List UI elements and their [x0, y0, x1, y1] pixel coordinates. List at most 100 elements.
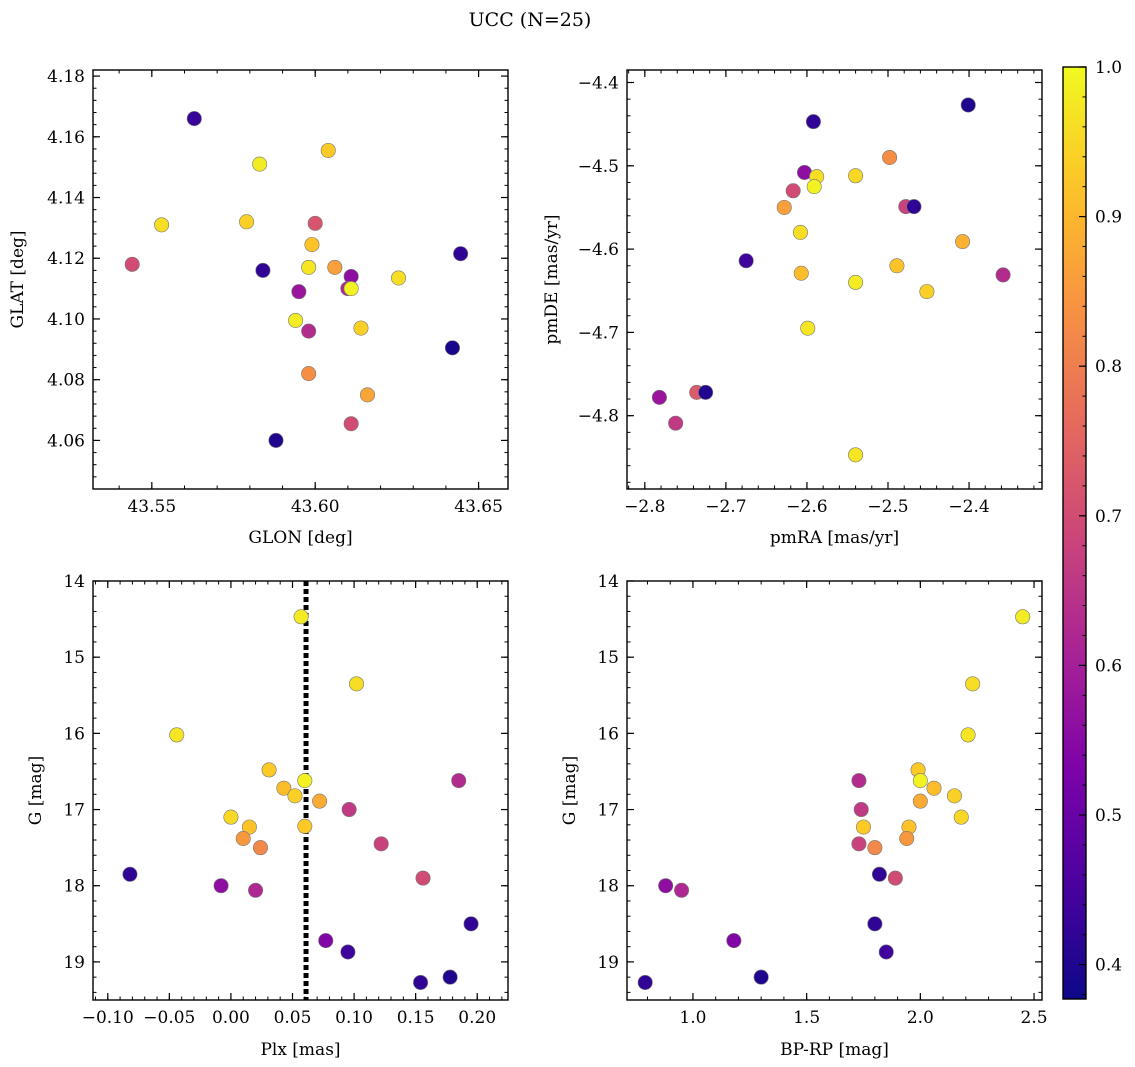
x-tick-label: 43.55: [127, 497, 176, 517]
panel-glon-glat: 43.55 43.60 43.65 4.06 4.08 4.10 4.12 4.14 4.16 4…: [8, 67, 509, 548]
data-point: [327, 259, 343, 275]
x-tick-label: 43.60: [291, 497, 340, 517]
y-axis-label: G [mag]: [26, 756, 46, 825]
x-axis-label: BP-RP [mag]: [780, 1040, 889, 1060]
data-point: [882, 149, 898, 165]
data-point: [800, 320, 816, 336]
data-point: [965, 676, 981, 692]
data-point: [463, 916, 479, 932]
x-tick-label: 2.0: [907, 1008, 934, 1028]
x-tick-label: 2.5: [1021, 1008, 1048, 1028]
y-tick-label: −4.6: [578, 240, 619, 260]
colorbar-tick-label: 0.6: [1095, 656, 1122, 676]
panel-plx-g: −0.10 −0.05 0.00 0.05 0.10 0.15 0.20 14 15 16 17 18…: [26, 572, 509, 1060]
y-tick-label: 4.14: [47, 189, 85, 209]
colorbar-ticks: 0.4 0.5 0.6 0.7 0.8 0.9 1.0: [1079, 58, 1122, 996]
y-tick-label: 19: [63, 953, 85, 973]
colorbar-tick-label: 0.5: [1095, 806, 1122, 826]
data-point: [124, 256, 140, 272]
x-tick-label: −2.7: [705, 497, 746, 517]
data-point: [297, 773, 313, 789]
data-point: [122, 866, 138, 882]
data-point: [288, 312, 304, 328]
data-point: [252, 840, 268, 856]
y-tick-label: 15: [597, 648, 619, 668]
data-point: [851, 836, 867, 852]
x-tick-label: −0.10: [82, 1008, 134, 1028]
y-axis-label: G [mag]: [560, 756, 580, 825]
data-point: [793, 265, 809, 281]
data-point: [169, 727, 185, 743]
data-point: [343, 416, 359, 432]
data-point: [154, 217, 170, 233]
data-point: [848, 274, 864, 290]
y-tick-label: 4.06: [47, 431, 85, 451]
y-tick-label: 15: [63, 648, 85, 668]
y-tick-label: 17: [63, 801, 85, 821]
y-tick-label: −4.5: [578, 157, 619, 177]
data-point: [848, 168, 864, 184]
x-tick-label: 0.05: [274, 1008, 312, 1028]
ticks-layer: −0.10 −0.05 0.00 0.05 0.10 0.15 0.20 14 15 16 17 18…: [63, 572, 508, 1028]
data-point: [353, 320, 369, 336]
data-point: [726, 933, 742, 949]
data-point: [887, 870, 903, 886]
points-layer: [637, 609, 1031, 990]
x-tick-label: 0.00: [212, 1008, 250, 1028]
points-layer: [124, 111, 469, 448]
data-point: [806, 179, 822, 195]
y-tick-label: 4.18: [47, 67, 85, 87]
plot-frame: [92, 69, 509, 490]
data-point: [889, 258, 905, 274]
data-point: [235, 830, 251, 846]
data-point: [318, 933, 334, 949]
plot-frame: [626, 69, 1043, 490]
data-point: [912, 773, 928, 789]
colorbar-gradient: [1063, 67, 1086, 999]
x-tick-label: 0.20: [458, 1008, 496, 1028]
data-point: [738, 253, 754, 269]
data-point: [960, 727, 976, 743]
data-point: [349, 676, 365, 692]
x-tick-label: 0.10: [335, 1008, 373, 1028]
plot-frame: [626, 580, 1043, 1001]
data-point: [301, 323, 317, 339]
x-tick-label: −2.8: [624, 497, 665, 517]
data-point: [919, 284, 935, 300]
y-tick-label: 18: [63, 877, 85, 897]
ticks-layer: 1.0 1.5 2.0 2.5 14 15 16 17 18 19: [597, 572, 1047, 1028]
colorbar-tick-label: 0.4: [1095, 956, 1122, 976]
y-tick-label: 18: [597, 877, 619, 897]
data-point: [848, 447, 864, 463]
y-axis-label: GLAT [deg]: [8, 230, 28, 328]
data-point: [953, 809, 969, 825]
x-tick-label: −2.5: [867, 497, 908, 517]
ticks-layer: −2.8 −2.7 −2.6 −2.5 −2.4 −4.8 −4.7 −4.6 −4.5 −4.4: [578, 70, 1042, 517]
y-tick-label: −4.8: [578, 407, 619, 427]
data-point: [698, 384, 714, 400]
data-point: [442, 969, 458, 985]
data-point: [851, 773, 867, 789]
data-point: [867, 840, 883, 856]
x-tick-label: 43.65: [454, 497, 503, 517]
figure-title: UCC (N=25): [469, 9, 592, 31]
data-point: [391, 270, 407, 286]
data-point: [415, 870, 431, 886]
data-point: [453, 246, 469, 262]
data-point: [301, 259, 317, 275]
x-tick-label: 1.5: [793, 1008, 820, 1028]
data-point: [753, 969, 769, 985]
data-point: [955, 234, 971, 250]
x-tick-label: −2.4: [948, 497, 989, 517]
x-axis-label: GLON [deg]: [248, 528, 352, 548]
data-point: [995, 267, 1011, 283]
x-tick-label: −0.05: [143, 1008, 195, 1028]
y-tick-label: 14: [597, 572, 619, 592]
panel-pmra-pmde: −2.8 −2.7 −2.6 −2.5 −2.4 −4.8 −4.7 −4.6 −4.5 −4.4…: [542, 69, 1043, 548]
data-point: [960, 97, 976, 113]
data-point: [906, 199, 922, 215]
points-layer: [122, 581, 479, 1000]
data-point: [312, 793, 328, 809]
data-point: [287, 788, 303, 804]
